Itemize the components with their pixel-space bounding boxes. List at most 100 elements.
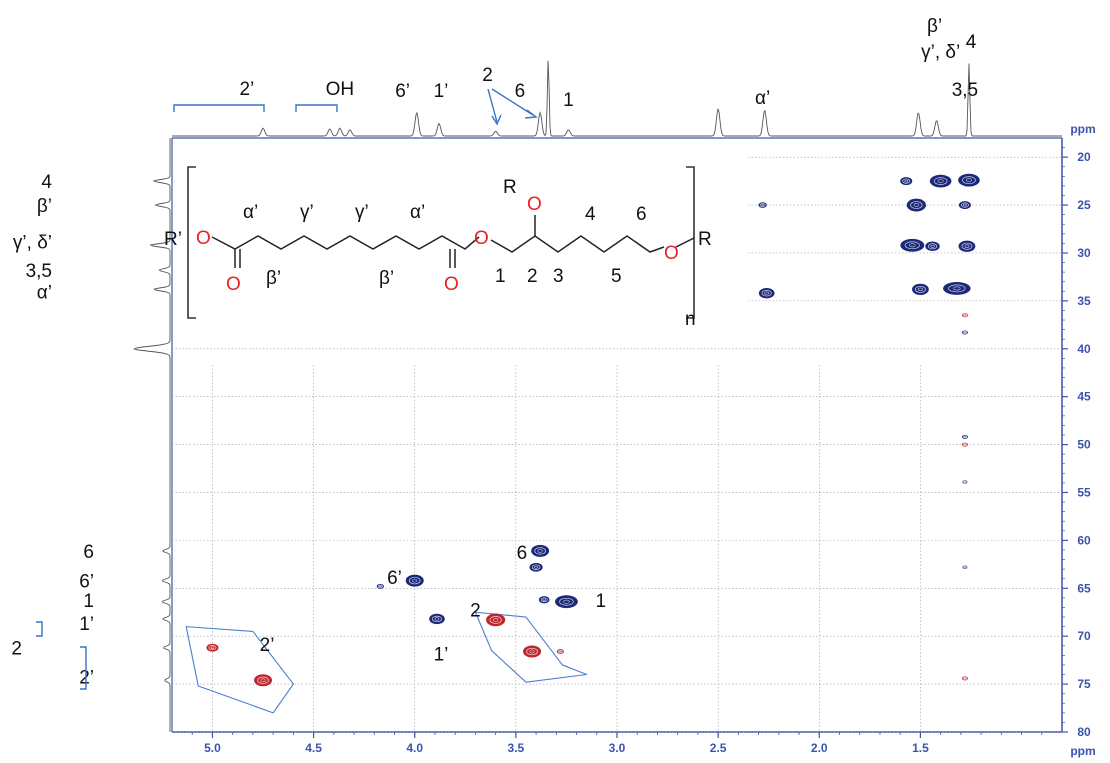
cross-peak-23 [943,282,971,295]
top-label-5: 6 [515,81,526,102]
oxygen-ester-left: O [196,228,211,249]
cross-peak-18 [959,201,971,209]
cross-peak-26 [962,435,968,439]
top-label-10: 4 [966,32,977,53]
label-alpha-2: α’ [410,202,425,223]
top-label-4: 2 [482,65,493,86]
cross-peak-body [925,241,939,251]
label-gamma-1: γ’ [300,202,314,223]
oxygen-side: O [527,194,542,215]
peak-label-1: 6’ [387,568,402,589]
top-label-1: OH [326,79,355,100]
cross-peak-12 [758,202,766,208]
cross-peak-21 [959,241,976,252]
cross-peak-8 [529,563,542,572]
cross-peak-0 [206,644,218,652]
side-label-8: 1’ [79,614,94,635]
y-tick-label-0: 20 [1077,150,1091,164]
label-c3: 3 [553,266,564,287]
cross-peak-14 [900,177,912,185]
cross-peak-body [529,563,542,572]
side-label-0: 4 [41,172,52,193]
cross-peak-body [406,575,424,587]
cross-peak-body [959,201,971,209]
cross-peak-body [531,545,549,557]
label-c4: 4 [585,204,596,225]
peak-label-2: 1’ [434,644,449,665]
x-tick-label-7: 1.5 [912,741,929,755]
cross-peak-30 [962,676,968,680]
cross-peak-28 [963,480,968,483]
oxygen-end: O [664,243,679,264]
top-label-7: α’ [755,88,770,109]
cross-peak-body [557,649,564,654]
cross-peak-body [912,284,929,295]
label-alpha-1: α’ [243,202,258,223]
peak-label-5: 1 [596,591,607,612]
top-label-3: 1’ [434,81,449,102]
x-tick-label-3: 3.5 [508,741,525,755]
y-tick-label-4: 40 [1077,342,1091,356]
cross-peak-16 [958,174,980,187]
cross-peak-body [206,644,218,652]
top-label-8: β’ [927,16,942,37]
top-label-0: 2’ [239,79,254,100]
label-c2: 2 [527,266,538,287]
cross-peak-7 [531,545,549,557]
cross-peak-body [959,241,976,252]
top-label-11: 3,5 [952,80,978,101]
cross-peak-22 [912,284,929,295]
label-c5: 5 [611,266,622,287]
label-gamma-2: γ’ [355,202,369,223]
cross-peak-body [759,288,775,298]
top-label-9: γ’, δ’ [921,42,960,63]
label-c1: 1 [495,266,506,287]
x-tick-label-5: 2.5 [710,741,727,755]
cross-peak-body [900,239,924,252]
peak-label-4: 6 [517,543,528,564]
cross-peak-9 [539,596,550,603]
cross-peak-19 [900,239,924,252]
cross-peak-body [907,199,926,212]
x-tick-label-1: 4.5 [305,741,322,755]
oxygen-carbonyl-left: O [226,274,241,295]
y-tick-label-12: 80 [1077,725,1091,739]
cross-peak-body [254,674,272,686]
cross-peak-body [555,595,578,608]
structure-side-group: R [503,177,517,198]
y-tick-label-5: 45 [1077,390,1091,404]
cross-peak-body [958,174,980,187]
top-label-2: 6’ [395,81,410,102]
side-label-4: α’ [37,282,52,303]
cross-peak-body [943,282,971,295]
cross-peak-25 [962,330,968,334]
cross-peak-13 [759,288,775,298]
cross-peak-24 [962,313,968,317]
cross-peak-body [523,646,541,658]
cross-peak-2 [377,584,384,589]
side-label-3: 3,5 [26,261,52,282]
y-tick-label-11: 75 [1077,677,1091,691]
side-label-9: 2 [11,639,22,660]
cross-peak-body [486,614,505,627]
cross-peak-20 [925,241,939,251]
cross-peak-10 [555,595,578,608]
cross-peak-1 [254,674,272,686]
peak-label-3: 2 [470,600,481,621]
x-tick-label-0: 5.0 [204,741,221,755]
x-tick-label-2: 4.0 [406,741,423,755]
cross-peak-body [539,596,550,603]
y-tick-label-7: 55 [1077,485,1091,499]
y-tick-label-8: 60 [1077,533,1091,547]
top-label-6: 1 [563,90,574,111]
side-label-1: β’ [37,196,52,217]
y-tick-label-3: 35 [1077,294,1091,308]
cross-peak-body [758,202,766,208]
cross-peak-29 [963,566,968,569]
side-label-5: 6 [83,542,94,563]
y-tick-label-9: 65 [1077,581,1091,595]
label-beta-1: β’ [266,268,281,289]
cross-peak-3 [406,575,424,587]
cross-peak-27 [962,443,968,447]
